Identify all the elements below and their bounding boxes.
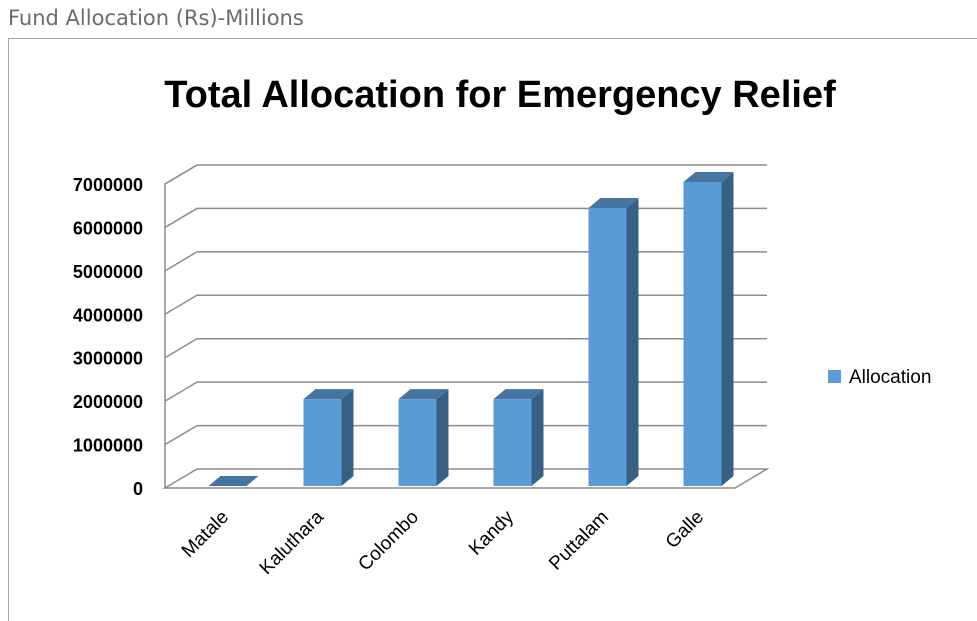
chart-title: Total Allocation for Emergency Relief xyxy=(164,74,836,116)
x-category-label: Puttalam xyxy=(545,507,613,575)
bar-front xyxy=(303,399,342,486)
page-header: Fund Allocation (Rs)-Millions xyxy=(8,6,304,30)
bar xyxy=(303,389,354,486)
bar-front xyxy=(683,182,722,486)
gridline xyxy=(164,337,767,359)
bar xyxy=(398,389,449,486)
side-wall xyxy=(164,164,198,488)
y-tick-label: 3000000 xyxy=(73,349,143,369)
x-category-label: Galle xyxy=(662,507,708,553)
bar-front xyxy=(398,399,437,486)
legend: Allocation xyxy=(828,367,931,388)
bar-side xyxy=(531,389,544,486)
y-tick-label: 6000000 xyxy=(73,218,143,238)
y-tick-label: 5000000 xyxy=(73,262,143,282)
gridline xyxy=(164,207,767,229)
x-category-label: Matale xyxy=(178,507,233,562)
gridline xyxy=(164,381,767,402)
chart-frame xyxy=(8,38,977,621)
gridline xyxy=(164,251,767,272)
y-tick-label: 1000000 xyxy=(73,436,143,456)
bar xyxy=(208,476,259,486)
gridline xyxy=(164,294,767,315)
bar-side xyxy=(341,389,354,486)
x-category-label: Kandy xyxy=(465,506,518,559)
gridline xyxy=(164,424,767,446)
bar xyxy=(588,198,639,487)
bar-top xyxy=(208,476,259,486)
gridline xyxy=(164,164,767,185)
bar-side xyxy=(626,198,639,487)
bar-front xyxy=(588,208,627,487)
bar-front xyxy=(493,399,532,486)
floor xyxy=(162,468,770,489)
bar-top xyxy=(588,198,639,209)
y-tick-label: 2000000 xyxy=(73,392,143,412)
y-tick-label: 4000000 xyxy=(73,305,143,325)
y-tick-label: 7000000 xyxy=(73,175,143,195)
bar-top xyxy=(398,389,449,400)
legend-swatch xyxy=(828,370,841,383)
x-category-label: Colombo xyxy=(354,507,423,576)
bar-top xyxy=(683,172,734,182)
chart-walls xyxy=(162,164,770,489)
bars xyxy=(208,172,734,487)
bar xyxy=(683,172,734,486)
bar-side xyxy=(721,172,734,486)
y-axis-ticks: 0 1000000 2000000 3000000 4000000 5000000 6000… xyxy=(73,175,143,499)
bar xyxy=(493,389,544,486)
legend-label: Allocation xyxy=(849,367,931,388)
y-tick-label: 0 xyxy=(133,479,143,499)
x-category-label: Kaluthara xyxy=(256,506,329,579)
x-axis-categories: Matale Kaluthara Colombo Kandy Puttalam Galle xyxy=(178,506,708,579)
bar-side xyxy=(436,389,449,486)
gridlines xyxy=(164,164,767,446)
bar-top xyxy=(493,389,544,400)
bar-top xyxy=(303,389,354,400)
